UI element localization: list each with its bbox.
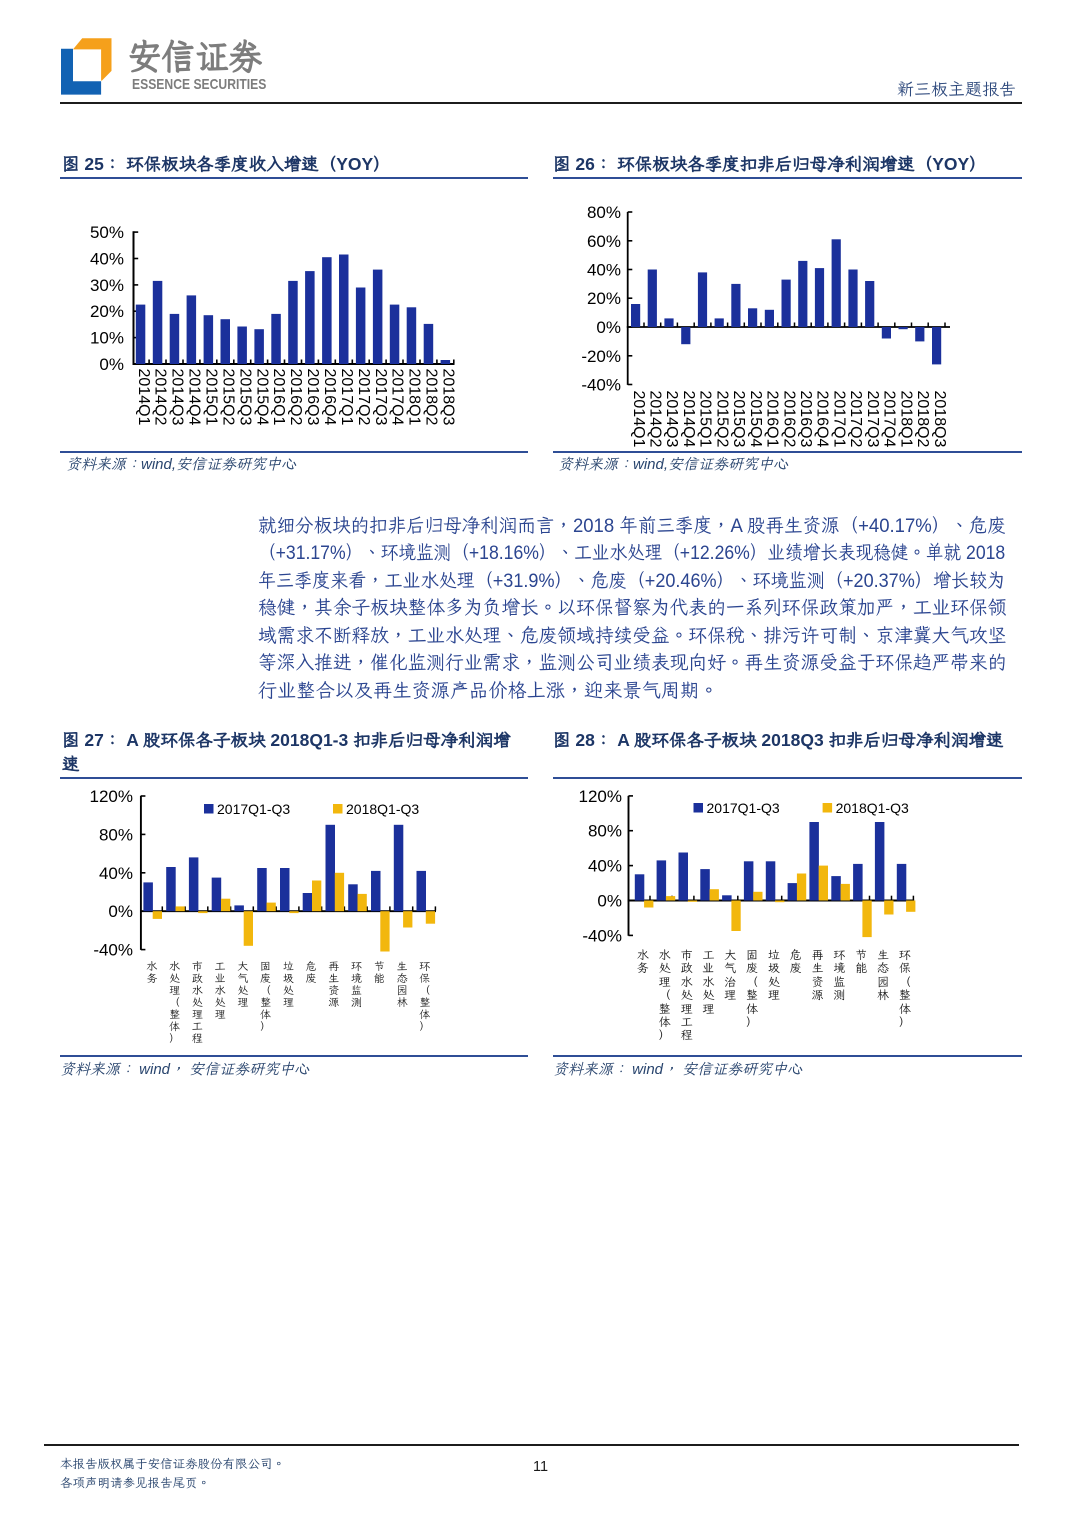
svg-text:0%: 0% xyxy=(597,892,622,911)
svg-text:2015Q3: 2015Q3 xyxy=(730,391,747,448)
svg-text:-40%: -40% xyxy=(93,941,133,960)
svg-text:80%: 80% xyxy=(587,203,621,222)
svg-text:2016Q2: 2016Q2 xyxy=(287,369,304,426)
svg-text:10%: 10% xyxy=(90,329,124,348)
svg-text:2015Q1: 2015Q1 xyxy=(203,369,220,426)
svg-text:2018Q1: 2018Q1 xyxy=(406,369,423,426)
svg-text:2018Q3: 2018Q3 xyxy=(931,391,948,448)
svg-text:2018Q1: 2018Q1 xyxy=(897,391,914,448)
svg-text:60%: 60% xyxy=(587,232,621,251)
svg-text:2014Q1: 2014Q1 xyxy=(630,391,647,448)
svg-text:2017Q1: 2017Q1 xyxy=(830,391,847,448)
svg-text:40%: 40% xyxy=(587,261,621,280)
svg-text:20%: 20% xyxy=(587,289,621,308)
svg-text:2016Q4: 2016Q4 xyxy=(814,391,831,448)
svg-text:2017Q2: 2017Q2 xyxy=(847,391,864,448)
svg-text:2014Q2: 2014Q2 xyxy=(152,369,169,426)
svg-text:80%: 80% xyxy=(588,822,622,841)
svg-text:0%: 0% xyxy=(596,318,621,337)
svg-text:2018Q3: 2018Q3 xyxy=(440,369,457,426)
svg-text:2015Q3: 2015Q3 xyxy=(236,369,253,426)
svg-text:2015Q4: 2015Q4 xyxy=(253,369,270,426)
svg-text:2014Q2: 2014Q2 xyxy=(647,391,664,448)
svg-text:-40%: -40% xyxy=(582,926,622,945)
svg-text:2014Q4: 2014Q4 xyxy=(680,391,697,448)
svg-text:2017Q4: 2017Q4 xyxy=(389,369,406,426)
svg-text:2015Q2: 2015Q2 xyxy=(713,391,730,448)
svg-text:2018Q1-Q3: 2018Q1-Q3 xyxy=(836,800,909,816)
svg-text:2016Q3: 2016Q3 xyxy=(797,391,814,448)
svg-text:2016Q2: 2016Q2 xyxy=(780,391,797,448)
svg-text:2017Q1-Q3: 2017Q1-Q3 xyxy=(707,800,780,816)
svg-text:2014Q3: 2014Q3 xyxy=(663,391,680,448)
svg-text:2018Q1-Q3: 2018Q1-Q3 xyxy=(346,801,419,817)
svg-text:20%: 20% xyxy=(90,302,124,321)
svg-text:2014Q3: 2014Q3 xyxy=(169,369,186,426)
svg-text:2017Q2: 2017Q2 xyxy=(355,369,372,426)
svg-text:2017Q4: 2017Q4 xyxy=(881,391,898,448)
svg-text:2018Q2: 2018Q2 xyxy=(423,369,440,426)
svg-text:-20%: -20% xyxy=(581,347,621,366)
svg-text:2017Q1-Q3: 2017Q1-Q3 xyxy=(217,801,290,817)
svg-text:120%: 120% xyxy=(579,787,622,806)
svg-text:2016Q4: 2016Q4 xyxy=(321,369,338,426)
svg-text:120%: 120% xyxy=(90,787,133,806)
svg-text:40%: 40% xyxy=(90,250,124,269)
svg-text:2017Q1: 2017Q1 xyxy=(338,369,355,426)
svg-text:50%: 50% xyxy=(90,223,124,242)
svg-text:2015Q4: 2015Q4 xyxy=(747,391,764,448)
svg-text:2016Q1: 2016Q1 xyxy=(270,369,287,426)
svg-text:0%: 0% xyxy=(99,355,124,374)
svg-text:30%: 30% xyxy=(90,276,124,295)
svg-text:2018Q2: 2018Q2 xyxy=(914,391,931,448)
svg-text:40%: 40% xyxy=(99,864,133,883)
svg-text:2017Q3: 2017Q3 xyxy=(372,369,389,426)
svg-text:2014Q4: 2014Q4 xyxy=(186,369,203,426)
svg-text:2015Q1: 2015Q1 xyxy=(697,391,714,448)
svg-text:2016Q1: 2016Q1 xyxy=(764,391,781,448)
svg-text:2016Q3: 2016Q3 xyxy=(304,369,321,426)
svg-text:0%: 0% xyxy=(108,902,133,921)
svg-text:-40%: -40% xyxy=(581,376,621,395)
svg-text:80%: 80% xyxy=(99,825,133,844)
svg-text:2014Q1: 2014Q1 xyxy=(135,369,152,426)
svg-text:2017Q3: 2017Q3 xyxy=(864,391,881,448)
svg-text:40%: 40% xyxy=(588,857,622,876)
svg-text:2015Q2: 2015Q2 xyxy=(219,369,236,426)
